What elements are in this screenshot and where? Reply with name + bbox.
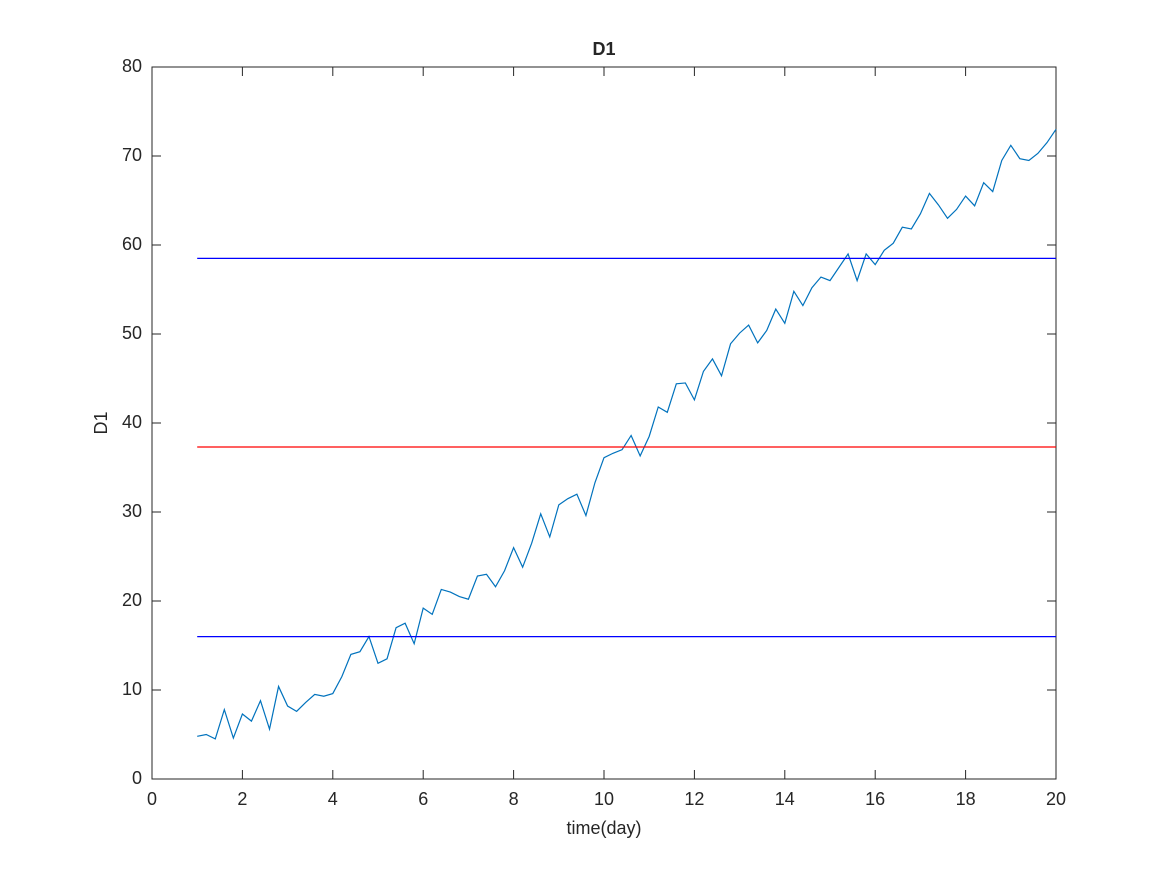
x-tick-label: 20 bbox=[1046, 789, 1066, 809]
y-tick-label: 40 bbox=[122, 412, 142, 432]
y-tick-label: 20 bbox=[122, 590, 142, 610]
x-tick-label: 6 bbox=[418, 789, 428, 809]
x-tick-label: 0 bbox=[147, 789, 157, 809]
y-axis-label: D1 bbox=[91, 411, 111, 434]
x-tick-label: 16 bbox=[865, 789, 885, 809]
x-tick-label: 4 bbox=[328, 789, 338, 809]
y-tick-label: 10 bbox=[122, 679, 142, 699]
y-tick-label: 60 bbox=[122, 234, 142, 254]
x-tick-label: 18 bbox=[956, 789, 976, 809]
x-tick-label: 2 bbox=[237, 789, 247, 809]
y-tick-label: 0 bbox=[132, 768, 142, 788]
plot-area bbox=[151, 66, 1057, 780]
y-tick-label: 80 bbox=[122, 56, 142, 76]
x-tick-label: 14 bbox=[775, 789, 795, 809]
y-tick-label: 50 bbox=[122, 323, 142, 343]
y-tick-label: 30 bbox=[122, 501, 142, 521]
x-tick-label: 10 bbox=[594, 789, 614, 809]
x-axis-label: time(day) bbox=[566, 818, 641, 838]
chart-title: D1 bbox=[592, 39, 615, 59]
x-tick-label: 12 bbox=[684, 789, 704, 809]
y-tick-label: 70 bbox=[122, 145, 142, 165]
data-line bbox=[197, 128, 1057, 740]
x-tick-label: 8 bbox=[509, 789, 519, 809]
